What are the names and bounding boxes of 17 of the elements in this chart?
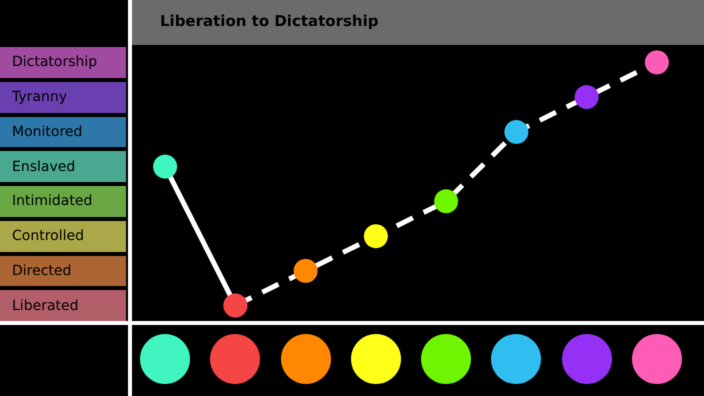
text: Dictatorship (12, 54, 98, 70)
text: Enslaved (12, 158, 76, 175)
text: Controlled (12, 228, 84, 244)
point (223, 294, 248, 318)
text: Tyranny (12, 89, 68, 106)
point (294, 258, 318, 283)
point (434, 189, 458, 214)
point (153, 154, 178, 179)
text: Intimidated (12, 193, 92, 210)
text: Monitored (12, 124, 82, 140)
text: Liberated (12, 298, 79, 314)
point (504, 120, 528, 144)
point (574, 85, 599, 110)
point (364, 224, 388, 248)
text: Directed (12, 262, 72, 279)
point (644, 50, 669, 74)
chart-title: Liberation to Dictatorship (160, 12, 378, 30)
